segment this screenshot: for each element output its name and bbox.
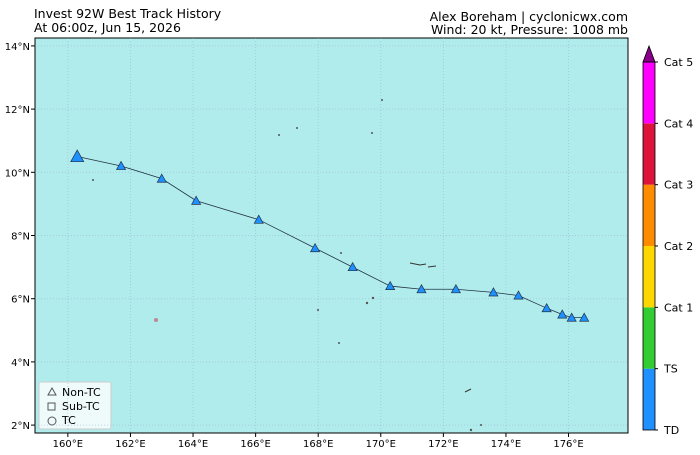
- legend-label: Non-TC: [62, 386, 101, 399]
- colorbar-label: Cat 1: [664, 301, 693, 314]
- colorbar-label: TD: [663, 424, 679, 437]
- y-tick-label: 8°N: [11, 232, 30, 243]
- colorbar-label: Cat 3: [664, 179, 693, 192]
- colorbar-segment: [643, 307, 655, 369]
- track-point: [566, 312, 577, 322]
- track-point: [513, 290, 524, 300]
- y-tick-label: 2°N: [11, 421, 30, 432]
- track-point: [450, 283, 461, 294]
- colorbar-label: TS: [663, 363, 678, 376]
- colorbar-segment: [643, 123, 655, 185]
- chart-title: Invest 92W Best Track History: [34, 6, 222, 21]
- y-tick-label: 6°N: [11, 295, 30, 306]
- legend-label: Sub-TC: [62, 400, 100, 413]
- x-tick-label: 168°E: [303, 439, 333, 450]
- colorbar-label: Cat 2: [664, 240, 693, 253]
- map-area: [34, 37, 629, 434]
- colorbar-label: Cat 4: [664, 117, 693, 130]
- x-tick-label: 170°E: [366, 439, 396, 450]
- colorbar-label: Cat 5: [664, 56, 693, 69]
- track-point: [416, 283, 427, 294]
- colorbar-segment: [643, 246, 655, 308]
- y-tick-label: 10°N: [5, 168, 30, 179]
- x-tick-label: 164°E: [178, 439, 208, 450]
- track-point: [253, 214, 264, 224]
- track-point: [309, 242, 321, 253]
- x-tick-label: 162°E: [115, 439, 145, 450]
- track-point: [70, 149, 85, 163]
- credit: Alex Boreham | cyclonicwx.com: [430, 9, 628, 24]
- legend-label: TC: [61, 414, 76, 427]
- track-point: [488, 287, 499, 297]
- colorbar-segment: [643, 368, 655, 430]
- chart-subtitle: At 06:00z, Jun 15, 2026: [34, 20, 181, 35]
- colorbar-segment: [643, 62, 655, 124]
- x-tick-label: 160°E: [53, 439, 83, 450]
- track-point: [347, 261, 358, 272]
- y-tick-label: 12°N: [5, 105, 30, 116]
- track-point: [191, 195, 202, 205]
- track-point: [541, 302, 552, 313]
- colorbar-frame: [642, 61, 656, 431]
- colorbar-segment: [643, 184, 655, 246]
- track-point: [579, 312, 590, 322]
- track-point: [115, 160, 127, 170]
- x-tick-label: 172°E: [428, 439, 458, 450]
- x-tick-label: 174°E: [491, 439, 521, 450]
- x-tick-label: 176°E: [553, 439, 583, 450]
- y-tick-label: 4°N: [11, 358, 30, 369]
- track-line: [77, 156, 585, 319]
- track-point: [156, 173, 167, 183]
- x-tick-label: 166°E: [240, 439, 270, 450]
- intensity: Wind: 20 kt, Pressure: 1008 mb: [431, 22, 628, 37]
- islands: [92, 99, 482, 432]
- y-tick-label: 14°N: [5, 42, 30, 53]
- track-point: [385, 280, 396, 291]
- colorbar-extension: [642, 44, 656, 63]
- track-point: [557, 309, 568, 319]
